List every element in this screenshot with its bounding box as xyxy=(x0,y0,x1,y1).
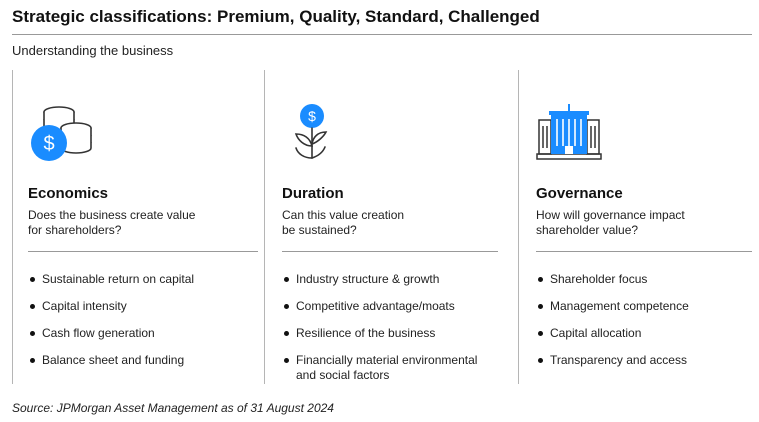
point-list: Shareholder focus Management competence … xyxy=(536,272,759,380)
column-question: How will governance impact shareholder v… xyxy=(536,208,736,238)
coins-dollar-icon: $ xyxy=(31,106,92,161)
question-line-2: shareholder value? xyxy=(536,223,639,237)
list-item: Industry structure & growth xyxy=(282,272,514,287)
list-item: Competitive advantage/moats xyxy=(282,299,514,314)
subtitle: Understanding the business xyxy=(12,43,174,58)
list-item-line: Financially material environmental xyxy=(296,353,478,367)
column-heading: Duration xyxy=(282,185,344,202)
question-line-1: Does the business create value xyxy=(28,208,196,222)
list-item: Sustainable return on capital xyxy=(28,272,260,287)
question-line-2: be sustained? xyxy=(282,223,357,237)
question-line-1: Can this value creation xyxy=(282,208,405,222)
question-line-2: for shareholders? xyxy=(28,223,122,237)
list-item-line: and social factors xyxy=(296,368,390,382)
list-item: Financially material environmental and s… xyxy=(282,353,514,383)
svg-text:$: $ xyxy=(43,133,54,155)
column-heading: Economics xyxy=(28,185,109,202)
point-list: Sustainable return on capital Capital in… xyxy=(28,272,260,380)
point-list: Industry structure & growth Competitive … xyxy=(282,272,514,383)
column-question: Does the business create value for share… xyxy=(28,208,228,238)
column-divider xyxy=(282,251,498,252)
list-item: Resilience of the business xyxy=(282,326,514,341)
government-building-icon xyxy=(536,104,602,160)
question-line-1: How will governance impact xyxy=(536,208,685,222)
svg-text:$: $ xyxy=(308,108,316,124)
list-item: Transparency and access xyxy=(536,353,759,368)
dollar-plant-icon: $ xyxy=(294,104,328,159)
column-divider xyxy=(536,251,752,252)
list-item: Management competence xyxy=(536,299,759,314)
column-question: Can this value creation be sustained? xyxy=(282,208,482,238)
column-divider-3 xyxy=(518,70,519,384)
page-title: Strategic classifications: Premium, Qual… xyxy=(12,7,540,26)
source-note: Source: JPMorgan Asset Management as of … xyxy=(12,401,334,415)
list-item: Cash flow generation xyxy=(28,326,260,341)
title-divider xyxy=(12,34,752,35)
column-divider-1 xyxy=(12,70,13,384)
list-item: Capital allocation xyxy=(536,326,759,341)
list-item: Capital intensity xyxy=(28,299,260,314)
list-item: Shareholder focus xyxy=(536,272,759,287)
column-divider-2 xyxy=(264,70,265,384)
list-item: Balance sheet and funding xyxy=(28,353,260,368)
column-heading: Governance xyxy=(536,185,623,202)
column-divider xyxy=(28,251,258,252)
